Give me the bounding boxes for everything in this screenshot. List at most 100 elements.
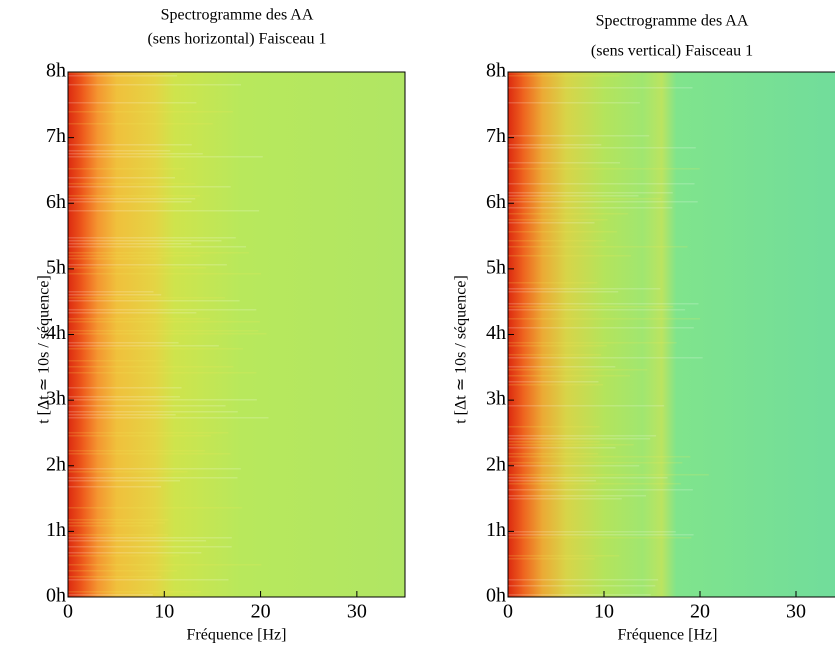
y-axis-label: t [Δt ≃ 10s / séquence] xyxy=(453,275,470,424)
texture xyxy=(508,72,641,74)
texture xyxy=(508,405,665,407)
y-tick-label: 4h xyxy=(486,322,506,344)
texture xyxy=(68,399,257,401)
texture xyxy=(508,231,617,233)
texture xyxy=(508,585,656,587)
texture xyxy=(508,144,602,146)
texture xyxy=(68,240,222,242)
y-tick-label: 3h xyxy=(486,388,506,410)
y-tick-label: 7h xyxy=(486,125,506,147)
texture xyxy=(508,222,595,224)
texture xyxy=(68,387,182,389)
heat-band xyxy=(173,72,242,597)
heat-band xyxy=(96,72,117,597)
texture xyxy=(508,456,691,458)
texture xyxy=(68,576,162,578)
heat-band xyxy=(661,72,677,597)
texture xyxy=(508,183,695,185)
texture xyxy=(508,162,621,164)
texture xyxy=(68,405,226,407)
texture xyxy=(68,237,236,239)
heat-band xyxy=(565,72,605,597)
texture xyxy=(68,366,234,368)
texture xyxy=(508,357,703,359)
heat-band xyxy=(154,72,175,597)
x-tick-label: 0 xyxy=(63,601,73,623)
texture xyxy=(508,447,616,449)
texture xyxy=(68,267,207,269)
heat-band xyxy=(676,72,835,597)
texture xyxy=(508,240,606,242)
texture xyxy=(508,480,596,482)
texture xyxy=(68,102,197,104)
texture xyxy=(68,537,232,539)
texture xyxy=(68,144,192,146)
texture xyxy=(508,384,603,386)
texture xyxy=(68,318,210,320)
texture xyxy=(68,333,267,335)
texture xyxy=(508,306,674,308)
texture xyxy=(68,123,213,125)
texture xyxy=(68,546,232,548)
texture xyxy=(68,183,196,185)
texture xyxy=(508,246,688,248)
y-tick-label: 5h xyxy=(486,256,506,278)
chart-title: Spectrogramme des AA xyxy=(596,13,749,30)
texture xyxy=(508,441,600,443)
y-axis-label: t [Δt ≃ 10s / séquence] xyxy=(36,275,53,424)
texture xyxy=(508,366,616,368)
texture xyxy=(68,564,262,566)
texture xyxy=(68,294,162,296)
texture xyxy=(68,486,162,488)
y-tick-label: 8h xyxy=(486,60,506,82)
heat-band xyxy=(522,72,543,597)
texture xyxy=(508,435,657,437)
texture xyxy=(68,309,257,311)
chart-title: (sens vertical) Faisceau 1 xyxy=(591,43,753,60)
texture xyxy=(508,318,701,320)
texture xyxy=(508,381,599,383)
texture xyxy=(68,210,260,212)
texture xyxy=(68,321,260,323)
y-tick-label: 5h xyxy=(46,256,66,278)
texture xyxy=(508,198,662,200)
texture xyxy=(508,531,676,533)
texture xyxy=(508,555,620,557)
x-tick-label: 30 xyxy=(347,601,367,623)
texture xyxy=(68,258,162,260)
texture xyxy=(508,87,693,89)
heat-band xyxy=(241,72,406,597)
texture xyxy=(68,177,176,179)
texture xyxy=(68,540,207,542)
texture xyxy=(508,147,696,149)
texture xyxy=(508,558,595,560)
texture xyxy=(68,156,263,158)
heat-band xyxy=(116,72,156,597)
texture xyxy=(68,153,203,155)
texture xyxy=(508,594,651,596)
texture xyxy=(68,273,261,275)
chart-title: (sens horizontal) Faisceau 1 xyxy=(147,31,326,48)
texture xyxy=(68,552,202,554)
y-tick-label: 2h xyxy=(46,453,66,475)
texture xyxy=(68,342,179,344)
texture xyxy=(68,246,246,248)
texture xyxy=(508,327,694,329)
heat-band xyxy=(541,72,567,597)
texture xyxy=(508,354,602,356)
texture xyxy=(68,84,241,86)
y-tick-label: 7h xyxy=(46,125,66,147)
heat-band xyxy=(82,72,98,597)
texture xyxy=(68,453,231,455)
texture xyxy=(508,309,686,311)
y-tick-label: 2h xyxy=(486,453,506,475)
texture xyxy=(68,291,154,293)
texture xyxy=(508,474,709,476)
y-tick-label: 1h xyxy=(486,519,506,541)
x-axis-label: Fréquence [Hz] xyxy=(618,627,718,644)
texture xyxy=(68,480,181,482)
texture xyxy=(508,579,659,581)
texture xyxy=(68,111,233,113)
texture xyxy=(68,348,244,350)
texture xyxy=(508,303,699,305)
